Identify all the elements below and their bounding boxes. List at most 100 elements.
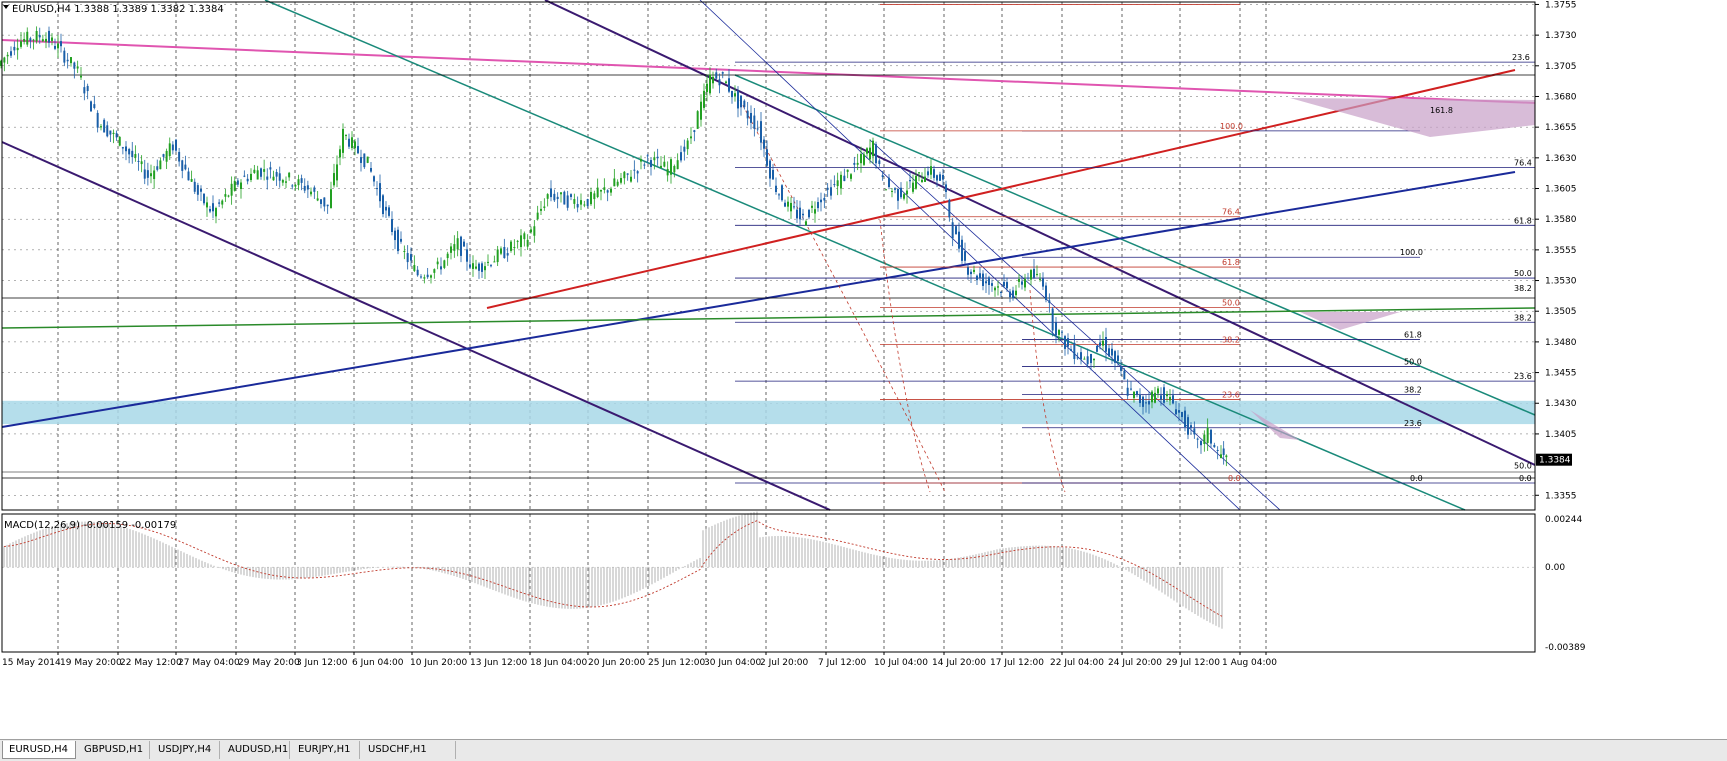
candle-body [1169,396,1171,401]
candle-body [484,266,486,271]
fib-label: 61.8 [1222,258,1240,267]
candle-body [281,179,284,183]
candle-body [1203,434,1206,445]
candle-body [1033,268,1035,278]
candle-body [140,161,143,165]
candle-body [823,197,826,201]
candle-body [433,269,436,273]
candle-body [869,147,871,160]
candle-body [490,265,492,267]
candle-body [881,175,884,177]
candle-body [863,154,865,165]
candle-body [872,140,874,157]
candle-body [556,196,559,200]
candle-body [530,229,532,233]
tab-usdjpy-h4[interactable]: USDJPY,H4 [152,741,220,759]
x-tick-label: 2 Jul 20:00 [760,658,809,668]
candle-body [385,206,387,211]
candle-body [766,149,768,166]
candle-body [469,264,471,268]
candle-body [1222,448,1225,455]
x-tick-label: 29 May 20:00 [238,658,300,668]
candle-body [1086,356,1089,365]
tab-eurjpy-h1[interactable]: EURJPY,H1 [292,741,360,759]
candle-body [320,199,322,204]
candle-body [253,169,256,173]
candle-body [853,162,856,165]
candle-body [200,188,202,192]
fib-label: 0.0 [1519,474,1532,483]
pink-trendline [1,39,1536,104]
candle-body [436,261,439,265]
candle-body [1172,395,1174,404]
green-trendline [1,307,1536,329]
candle-body [10,51,12,56]
price-chart[interactable]: 23.6 100.0 161.8 76.4 76.4 61.8 100.0 61.8 50.0 3… [0,0,1727,739]
candle-body [400,238,402,242]
fib-arc-3 [1029,289,1066,493]
candle-body [961,239,963,261]
current-price-label: 1.3384 [1539,456,1571,466]
candle-body [683,146,686,152]
candle-body [1080,352,1082,360]
tab-gbpusd-h1[interactable]: GBPUSD,H1 [78,741,150,759]
dropdown-triangle-icon[interactable] [3,5,9,9]
candle-body [260,168,262,177]
candle-body [159,160,162,170]
candle-body [686,140,689,150]
candle-body [339,149,341,158]
macd-y-tick-label: -0.00389 [1545,643,1586,653]
tab-eurusd-h4[interactable]: EURUSD,H4 [2,741,76,759]
candle-body [1114,351,1116,363]
candle-body [1160,395,1162,400]
candle-body [187,171,190,181]
candle-body [1216,449,1219,451]
candle-body [376,188,378,190]
candle-body [533,226,536,236]
candle-body [924,176,926,182]
candle-body [734,93,736,97]
candle-body [269,167,272,170]
y-tick-label: 1.3755 [1545,0,1577,10]
candle-body [878,160,881,164]
y-tick-label: 1.3430 [1545,399,1577,409]
candle-body [227,195,230,197]
candle-body [753,115,756,129]
candle-body [616,181,619,186]
candle-body [1024,278,1026,288]
candle-body [802,213,804,216]
candle-body [178,151,181,162]
candle-body [125,146,127,152]
candle-body [613,178,616,187]
candle-body [546,194,549,199]
candle-body [38,35,41,38]
candle-body [1003,281,1005,287]
candle-body [1145,402,1147,404]
tab-usdchf-h1[interactable]: USDCHF,H1 [362,741,456,759]
candle-body [1067,338,1069,347]
candle-body [66,59,69,62]
candle-body [696,111,699,129]
candle-body [0,60,2,66]
candle-body [60,41,62,47]
candle-body [128,148,131,155]
candle-body [397,229,399,252]
x-tick-label: 24 Jul 20:00 [1108,658,1162,668]
candle-body [106,125,109,137]
pattern-triangle-3 [1250,410,1300,440]
candle-body [660,165,662,168]
tab-audusd-h1[interactable]: AUDUSD,H1 [222,741,290,759]
candle-body [406,253,409,263]
candle-body [165,150,168,162]
x-tick-label: 22 Jul 04:00 [1050,658,1104,668]
candle-body [23,38,26,42]
candle-body [1126,387,1129,396]
candle-body [272,176,275,181]
candle-body [573,199,576,204]
candle-body [1136,391,1138,395]
candle-body [553,193,556,201]
candle-body [915,175,917,189]
candle-body [900,187,902,198]
candle-body [218,202,221,204]
candle-body [942,174,944,180]
